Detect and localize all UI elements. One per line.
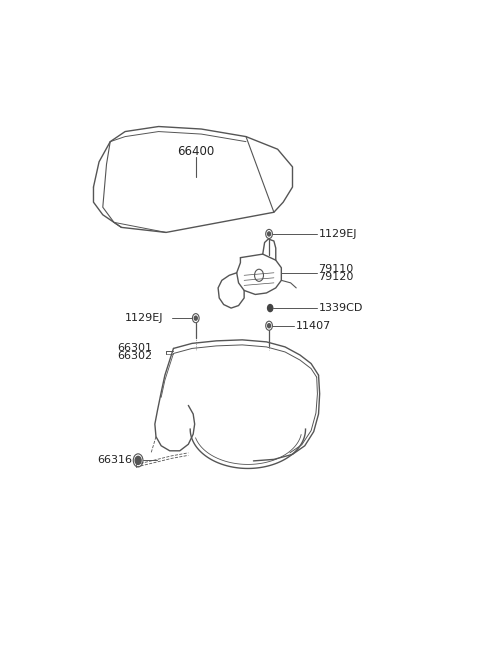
Circle shape <box>266 229 273 238</box>
Circle shape <box>194 316 197 320</box>
Circle shape <box>266 321 273 330</box>
Text: 66301: 66301 <box>118 343 153 354</box>
Circle shape <box>267 232 271 236</box>
Text: 79120: 79120 <box>319 272 354 282</box>
Circle shape <box>267 324 271 328</box>
Text: 79110: 79110 <box>319 264 354 274</box>
Circle shape <box>135 457 141 464</box>
Text: 66316: 66316 <box>97 455 132 466</box>
Text: 1129EJ: 1129EJ <box>125 313 164 323</box>
Text: 1129EJ: 1129EJ <box>319 229 357 239</box>
Text: 66302: 66302 <box>118 351 153 361</box>
Text: 1339CD: 1339CD <box>319 303 363 313</box>
Text: 66400: 66400 <box>177 145 215 159</box>
Circle shape <box>192 314 199 323</box>
Text: 11407: 11407 <box>296 321 332 331</box>
Circle shape <box>267 305 273 312</box>
